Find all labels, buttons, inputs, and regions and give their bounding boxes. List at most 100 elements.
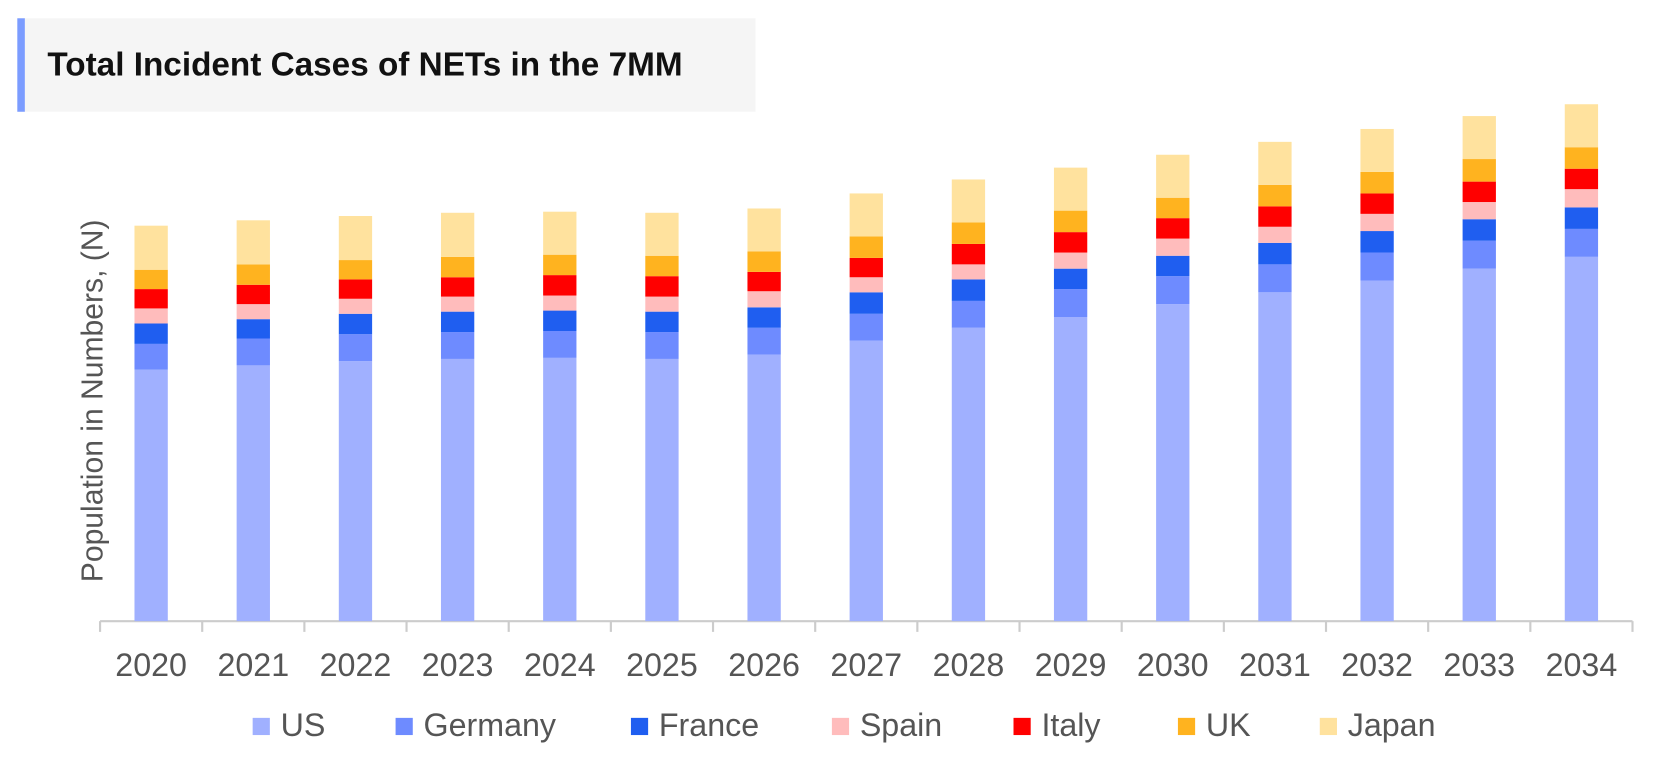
bar-segment xyxy=(645,255,679,277)
bar-segment xyxy=(849,257,883,278)
bar-segment xyxy=(1053,232,1088,253)
bar-segment xyxy=(1564,256,1599,622)
legend-label: Germany xyxy=(424,707,557,743)
bar-segment xyxy=(543,295,577,311)
bar-segment xyxy=(236,319,270,339)
x-tick-label: 2024 xyxy=(524,647,596,683)
bar-segment xyxy=(645,212,679,256)
x-tick-label: 2033 xyxy=(1443,647,1515,683)
bar-segment xyxy=(645,296,679,312)
bar-segment xyxy=(236,338,270,366)
legend-label: Japan xyxy=(1348,707,1436,743)
bar-segment xyxy=(134,369,168,622)
bar-segment xyxy=(849,193,883,237)
bar-segment xyxy=(849,292,883,314)
bar-segment xyxy=(1360,193,1394,214)
bar-segment xyxy=(1360,280,1394,622)
bar-segment xyxy=(1258,292,1292,622)
bar-segment xyxy=(951,327,986,622)
bar-segment xyxy=(338,216,373,261)
bar-segment xyxy=(645,311,679,333)
bar-segment xyxy=(951,264,986,280)
bar-segment xyxy=(1053,252,1088,269)
bar-segment xyxy=(134,323,168,344)
bar-segment xyxy=(1462,116,1496,160)
bar-segment xyxy=(849,313,883,341)
bar-segment xyxy=(1053,289,1088,318)
bar-segment xyxy=(338,279,373,299)
bar-segment xyxy=(236,365,270,622)
bar-segment xyxy=(338,361,373,622)
legend-label: Spain xyxy=(860,707,942,743)
bar-segment xyxy=(440,277,475,297)
bar-segment xyxy=(134,343,168,370)
bar-segment xyxy=(338,298,373,314)
bar-segment xyxy=(1360,128,1394,172)
bar-segment xyxy=(1564,228,1599,257)
bar-segment xyxy=(747,327,781,355)
bar-segment xyxy=(1258,264,1292,293)
bar-segment xyxy=(1564,207,1599,229)
x-tick-label: 2029 xyxy=(1035,647,1107,683)
bar-segment xyxy=(645,358,679,622)
bar-segment xyxy=(747,291,781,308)
bar-segment xyxy=(1156,276,1190,305)
bar-segment xyxy=(1258,206,1292,227)
bar-segment xyxy=(1564,168,1599,190)
bar-segment xyxy=(338,260,373,280)
bar-segment xyxy=(1462,181,1496,203)
bar-segment xyxy=(951,279,986,301)
bar-segment xyxy=(543,357,577,622)
bar-segment xyxy=(849,340,883,622)
bar-segment xyxy=(747,354,781,622)
bar-segment xyxy=(747,271,781,292)
x-tick-label: 2030 xyxy=(1137,647,1209,683)
bar-segment xyxy=(747,251,781,272)
legend-swatch xyxy=(630,717,649,736)
bar-segment xyxy=(1156,304,1190,622)
bar-segment xyxy=(236,304,270,320)
bar-segment xyxy=(1462,202,1496,220)
bar-segment xyxy=(1156,238,1190,256)
bar-segment xyxy=(1258,141,1292,185)
legend-swatch xyxy=(1177,717,1196,736)
x-tick-label: 2031 xyxy=(1239,647,1311,683)
bar-segment xyxy=(1564,104,1599,148)
legend-label: UK xyxy=(1206,707,1251,743)
legend-swatch xyxy=(1013,717,1031,736)
bar-segment xyxy=(849,236,883,258)
bar-segment xyxy=(1053,317,1088,622)
x-tick-label: 2022 xyxy=(320,647,392,683)
bar-segment xyxy=(1462,219,1496,241)
bar-segment xyxy=(543,330,577,358)
bar-segment xyxy=(134,289,168,309)
legend-swatch xyxy=(1319,717,1337,736)
bar-segment xyxy=(1360,213,1394,232)
bar-segment xyxy=(951,243,986,265)
bar-segment xyxy=(747,307,781,328)
bar-segment xyxy=(440,358,475,622)
bar-segment xyxy=(1462,240,1496,269)
title-accent xyxy=(17,18,25,112)
bar-segment xyxy=(951,300,986,328)
chart-title: Total Incident Cases of NETs in the 7MM xyxy=(47,46,682,83)
x-tick-label: 2021 xyxy=(217,647,289,683)
x-tick-label: 2032 xyxy=(1341,647,1413,683)
bar-segment xyxy=(951,222,986,244)
bar-segment xyxy=(543,275,577,296)
x-tick-label: 2027 xyxy=(830,647,902,683)
x-tick-label: 2026 xyxy=(728,647,800,683)
x-tick-label: 2034 xyxy=(1546,647,1618,683)
legend-label: France xyxy=(659,707,759,743)
x-tick-label: 2023 xyxy=(422,647,494,683)
bar-segment xyxy=(440,256,475,278)
bar-segment xyxy=(645,332,679,359)
y-axis-label: Population in Numbers, (N) xyxy=(77,219,110,582)
x-tick-label: 2028 xyxy=(933,647,1005,683)
bar-segment xyxy=(747,208,781,252)
bar-segment xyxy=(1156,218,1190,239)
bar-segment xyxy=(1564,147,1599,169)
x-tick-label: 2025 xyxy=(626,647,698,683)
bar-segment xyxy=(440,332,475,359)
bar-segment xyxy=(543,211,577,255)
